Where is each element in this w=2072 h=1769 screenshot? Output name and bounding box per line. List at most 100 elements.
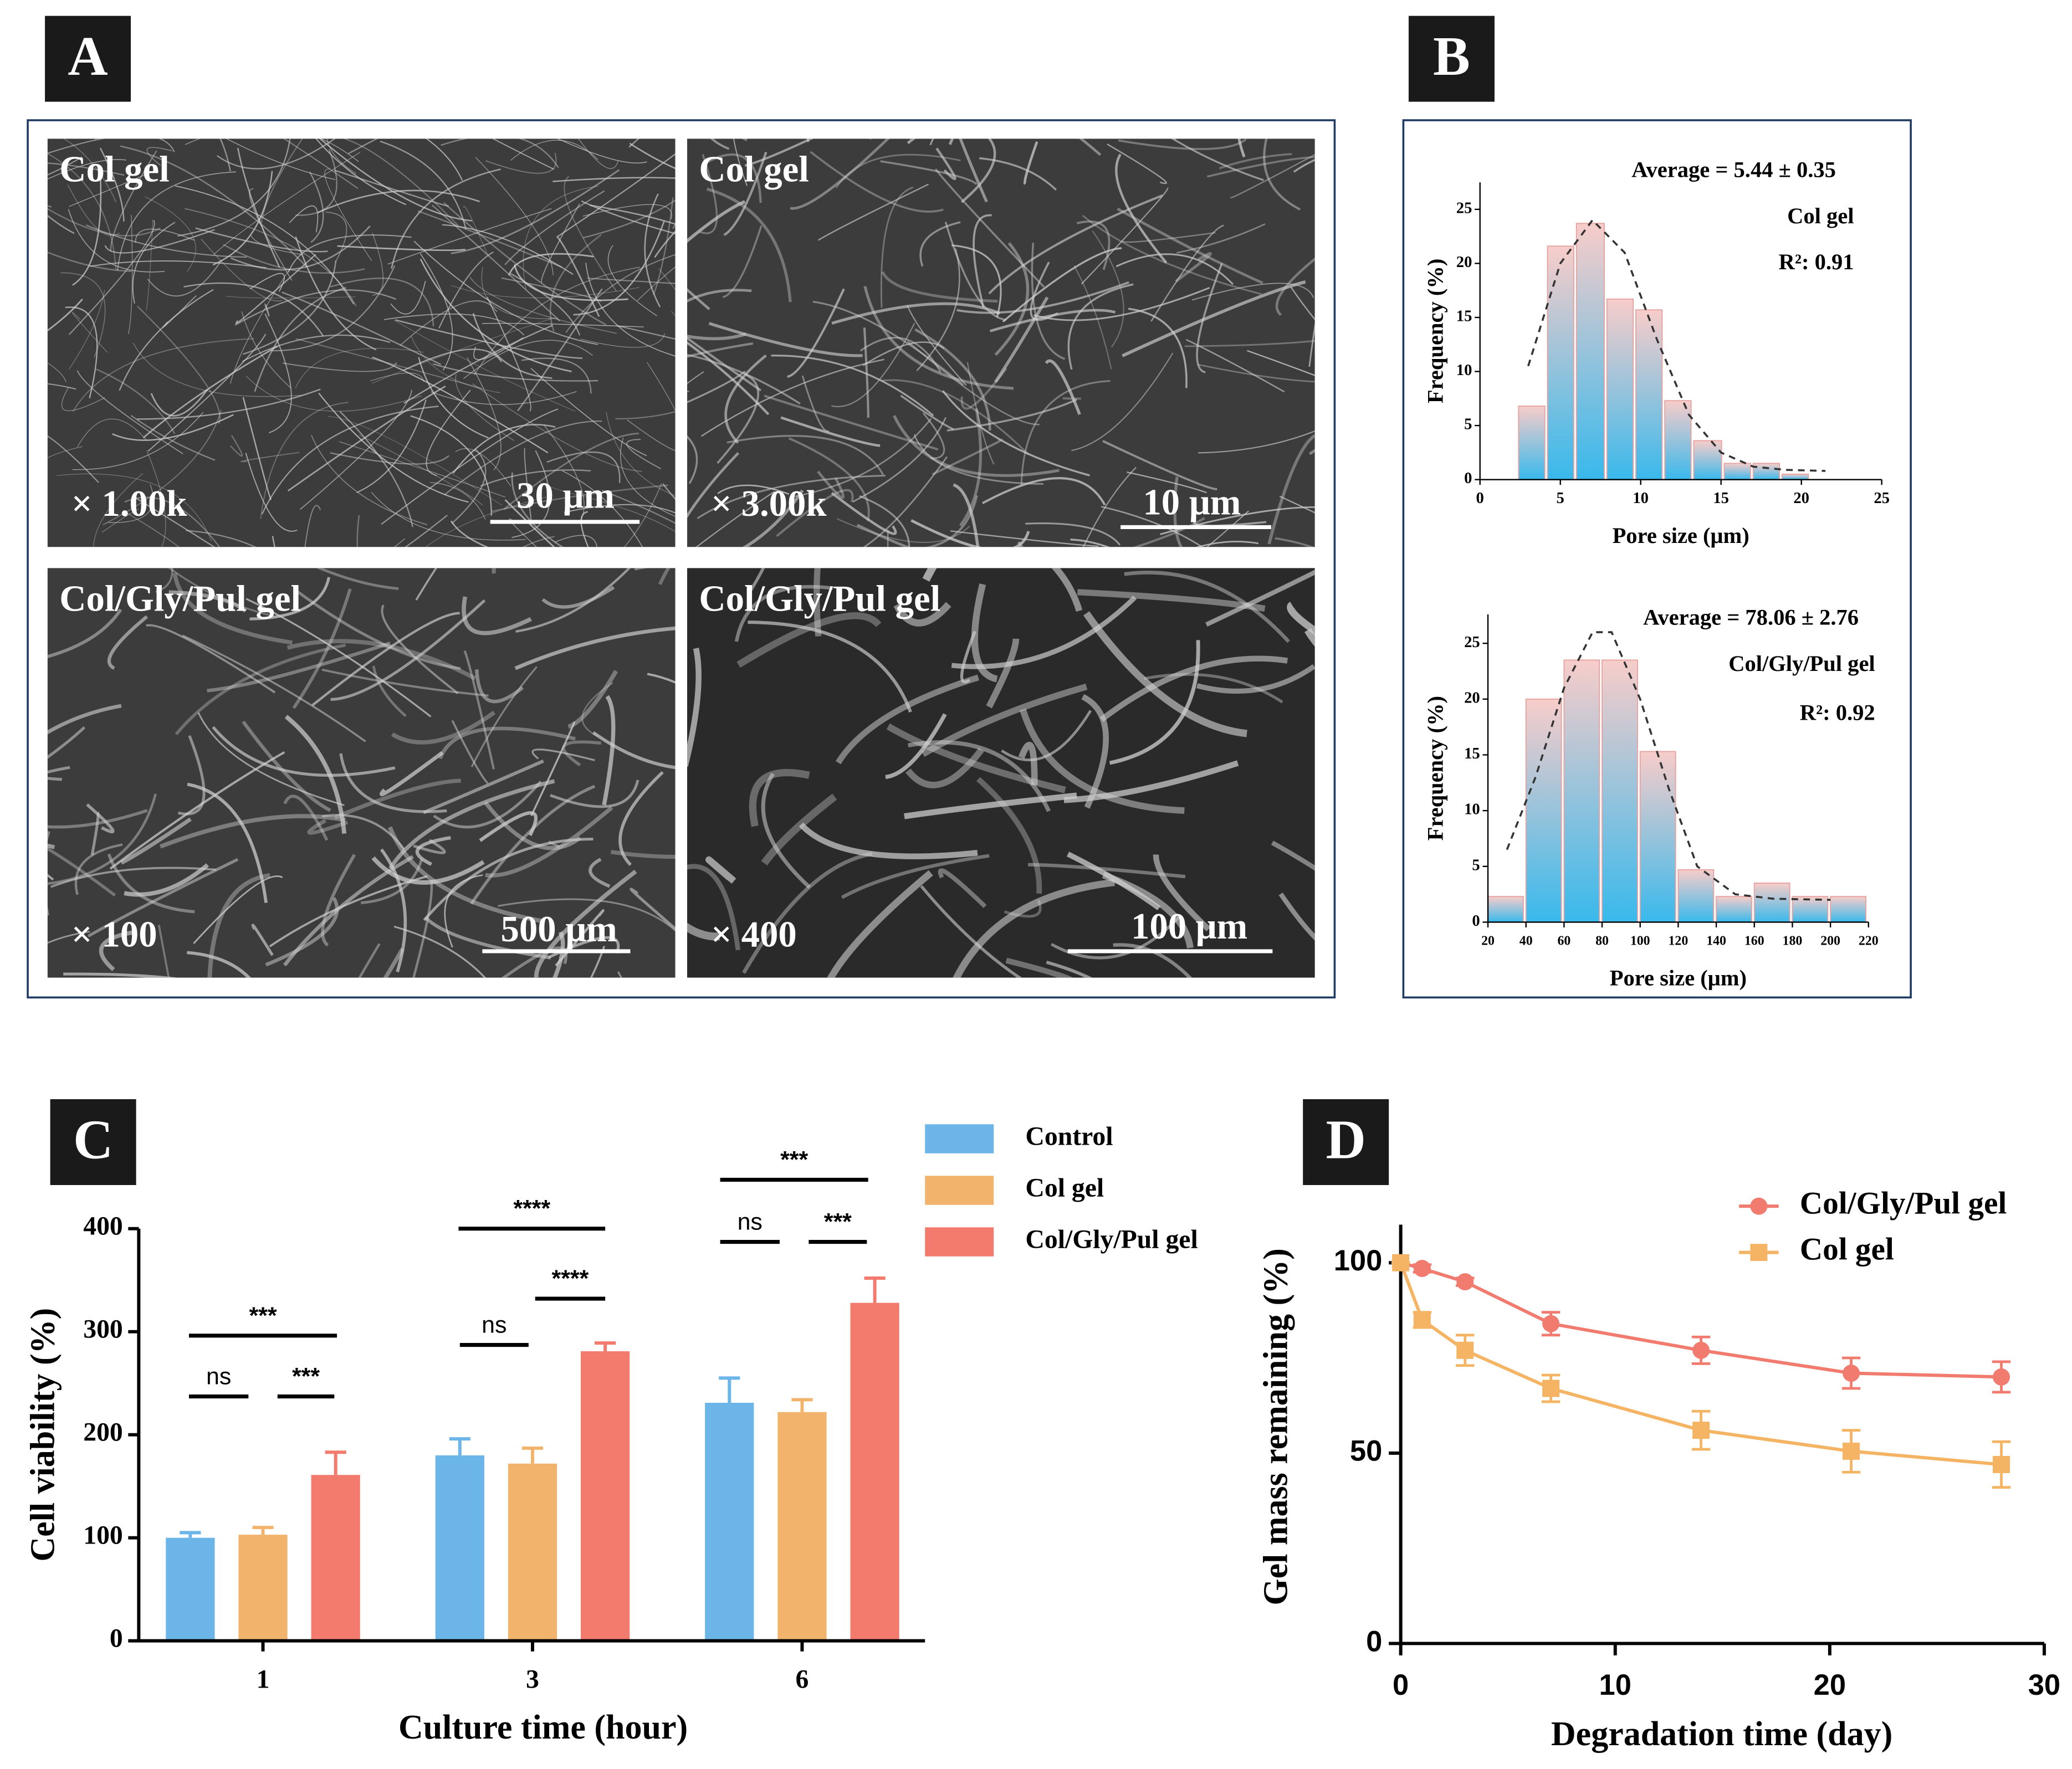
- sem-fiber: [90, 811, 100, 855]
- sem-fiber: [706, 187, 792, 302]
- sem-fiber: [916, 248, 960, 371]
- sem-fiber: [1184, 340, 1315, 347]
- sem-fiber: [601, 490, 676, 524]
- sem-fiber: [1031, 243, 1066, 360]
- sem-fiber: [982, 477, 1106, 506]
- sem-fiber: [287, 639, 477, 680]
- sem-fiber: [799, 822, 978, 859]
- sem-fiber: [695, 491, 775, 547]
- sem-fiber: [391, 710, 496, 745]
- sem-fiber: [184, 208, 357, 306]
- bar: [1563, 659, 1600, 923]
- sem-fiber: [1153, 854, 1211, 931]
- sem-fiber: [119, 289, 214, 391]
- sem-fiber: [442, 224, 574, 275]
- sem-fiber: [195, 227, 328, 253]
- sem-fiber: [510, 140, 598, 161]
- sem-fiber: [1293, 158, 1315, 173]
- y-tick-label: 0: [1366, 1626, 1382, 1658]
- sem-fiber: [172, 573, 293, 645]
- sem-fiber: [687, 371, 746, 403]
- sem-fiber: [733, 139, 748, 186]
- legend-label: Col/Gly/Pul gel: [1800, 1186, 2007, 1221]
- sem-fiber: [147, 334, 267, 452]
- sem-fiber: [687, 371, 704, 392]
- sem-fiber: [761, 793, 837, 866]
- sem-fiber: [419, 253, 453, 371]
- sem-fiber: [426, 389, 471, 476]
- sem-fiber: [1191, 283, 1314, 301]
- sem-fiber: [381, 604, 459, 695]
- bar: [1575, 223, 1605, 480]
- sem-fiber: [1067, 283, 1134, 370]
- x-tick-label: 40: [1520, 934, 1533, 948]
- bar: [1606, 298, 1634, 480]
- sem-fiber: [1117, 207, 1263, 284]
- sem-fiber: [910, 519, 1030, 547]
- sem-fiber: [283, 794, 329, 841]
- sem-fiber: [136, 388, 321, 420]
- sem-fiber: [213, 152, 361, 255]
- sem-fiber: [371, 492, 526, 541]
- sem-sample: Col gel: [699, 150, 809, 190]
- sem-fiber: [47, 162, 125, 176]
- sem-fiber: [492, 484, 668, 512]
- sem-fiber: [1017, 541, 1024, 547]
- sem-fiber: [837, 518, 970, 543]
- sem-fiber: [953, 879, 1115, 978]
- sem-fiber: [93, 473, 143, 547]
- sem-fiber: [124, 863, 209, 897]
- sem-fiber: [207, 873, 270, 978]
- sem-fiber: [515, 568, 631, 633]
- sem-fiber: [99, 147, 125, 222]
- sem-fiber: [687, 452, 740, 519]
- sem-fiber: [557, 139, 647, 164]
- sem-fiber: [451, 720, 489, 784]
- sem-fiber: [908, 740, 1051, 812]
- sem-fiber: [788, 437, 870, 521]
- sem-fiber: [749, 768, 810, 827]
- sem-fiber: [342, 139, 459, 226]
- legend-label: Col/Gly/Pul gel: [1025, 1225, 1198, 1254]
- sem-fiber: [653, 197, 674, 295]
- y-axis-label: Frequency (%): [1423, 259, 1448, 403]
- significance-label: ***: [780, 1146, 808, 1173]
- y-tick-label: 20: [1464, 689, 1480, 706]
- sem-fiber: [319, 139, 472, 222]
- sem-fiber: [358, 943, 381, 978]
- sem-fiber: [1102, 440, 1217, 491]
- sem-fiber: [1275, 257, 1315, 316]
- sem-fiber: [590, 946, 606, 978]
- sem-fiber: [722, 225, 763, 298]
- sem-fiber: [431, 204, 561, 322]
- sem-fiber: [717, 373, 759, 464]
- panel-label: B: [1433, 25, 1470, 87]
- y-tick-label: 5: [1472, 857, 1480, 874]
- sem-fiber: [602, 501, 676, 532]
- sem-fiber: [249, 188, 293, 281]
- sem-fiber: [1034, 286, 1210, 321]
- sem-fiber: [1099, 655, 1288, 722]
- sem-fiber: [810, 151, 944, 213]
- sem-fiber: [295, 589, 461, 670]
- sem-fiber: [393, 320, 576, 412]
- point: [1993, 1368, 2010, 1386]
- sem-fiber: [540, 481, 607, 503]
- bar: [1716, 896, 1752, 923]
- sem-fiber: [852, 417, 947, 503]
- annotation: Average = 78.06 ± 2.76: [1643, 605, 1859, 630]
- sem-fiber: [413, 839, 446, 854]
- sem-fiber: [1219, 153, 1292, 170]
- sem-fiber: [433, 780, 542, 829]
- sem-fiber: [187, 782, 268, 903]
- sem-fiber: [254, 287, 346, 392]
- sem-fiber: [508, 253, 594, 276]
- y-tick-label: 15: [1464, 745, 1480, 762]
- sem-fiber: [108, 484, 154, 523]
- significance-label: ns: [738, 1208, 763, 1235]
- bar: [777, 1412, 827, 1641]
- sem-fiber: [881, 271, 998, 303]
- sem-fiber: [444, 421, 602, 495]
- sem-fiber: [907, 305, 967, 386]
